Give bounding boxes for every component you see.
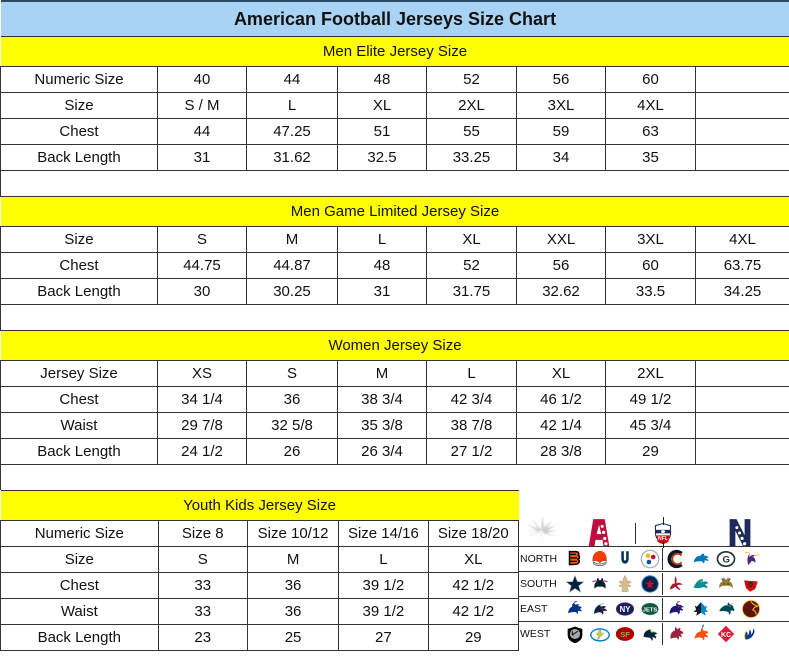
svg-text:JETS: JETS (642, 607, 657, 613)
svg-text:G: G (722, 555, 729, 566)
svg-text:KC: KC (721, 632, 731, 639)
svg-text:NY: NY (619, 605, 631, 614)
svg-text:SF: SF (620, 630, 630, 639)
